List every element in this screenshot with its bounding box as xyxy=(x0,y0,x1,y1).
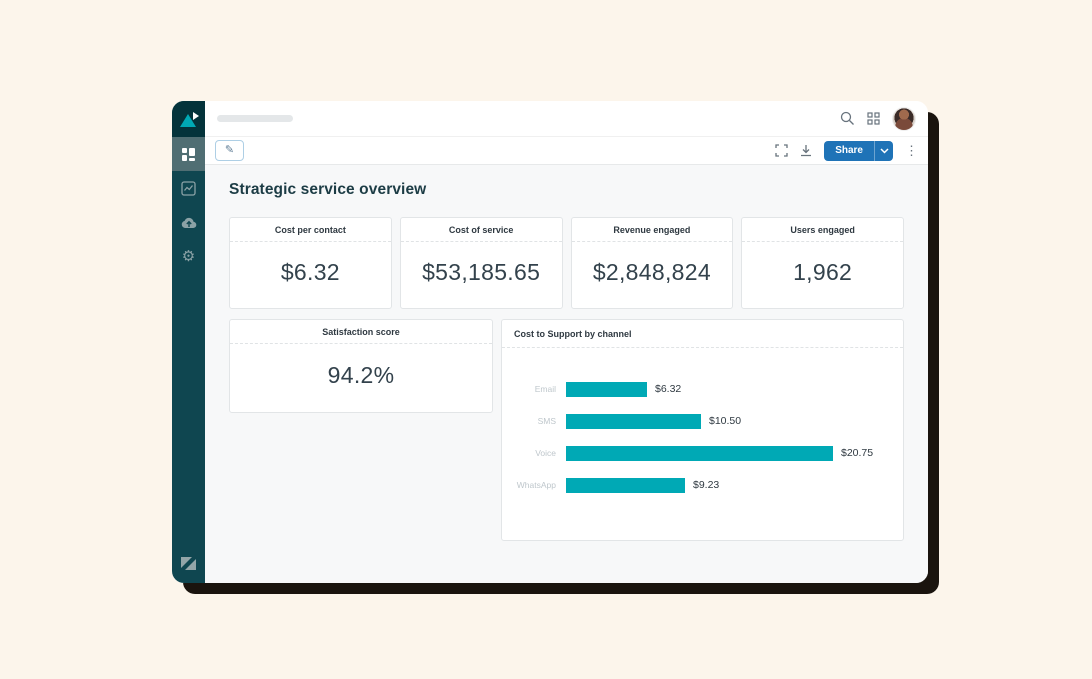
metric-card-satisfaction-score[interactable]: Satisfaction score 94.2% xyxy=(229,319,493,413)
bottom-row: Satisfaction score 94.2% Cost to Support… xyxy=(229,319,904,541)
page-title: Strategic service overview xyxy=(229,181,427,198)
cloud-upload-icon xyxy=(181,217,196,228)
user-avatar[interactable] xyxy=(892,106,916,131)
share-button[interactable]: Share xyxy=(824,140,874,161)
bar[interactable] xyxy=(566,413,701,429)
bar-row-sms: SMS $10.50 xyxy=(502,405,893,437)
download-icon xyxy=(801,145,812,157)
download-button[interactable] xyxy=(800,144,812,157)
bar[interactable] xyxy=(566,381,647,397)
bar-category-label: Email xyxy=(534,384,556,394)
bar-chart: Email $6.32 SMS $10.50 Voice $20.75 WhatsApp $9… xyxy=(502,348,903,540)
explore-logo[interactable] xyxy=(172,101,205,137)
fullscreen-icon xyxy=(775,144,788,157)
kebab-menu-icon[interactable]: ⋮ xyxy=(905,143,918,158)
sidebar: ⚙ xyxy=(172,101,205,583)
bar[interactable] xyxy=(566,477,685,493)
app-window: ⚙ xyxy=(172,101,928,583)
share-dropdown-button[interactable] xyxy=(874,140,893,161)
address-skeleton[interactable] xyxy=(217,115,293,122)
main-area: ✎ Share xyxy=(205,101,928,583)
metric-value: 1,962 xyxy=(793,258,853,285)
metric-label: Satisfaction score xyxy=(230,320,492,344)
metric-value: $2,848,824 xyxy=(592,258,711,285)
metric-value: $53,185.65 xyxy=(422,258,541,285)
bar-row-email: Email $6.32 xyxy=(502,373,893,405)
bar[interactable] xyxy=(566,445,833,461)
sidebar-item-datasets[interactable] xyxy=(172,205,205,239)
search-icon xyxy=(840,111,854,125)
sidebar-item-dashboards[interactable] xyxy=(172,137,205,171)
metric-label: Cost per contact xyxy=(230,218,391,242)
topbar xyxy=(205,101,928,137)
search-button[interactable] xyxy=(840,111,855,126)
bar-category-label: Voice xyxy=(535,448,556,458)
metric-card-cost-per-contact[interactable]: Cost per contact $6.32 xyxy=(229,217,392,309)
sidebar-item-reports[interactable] xyxy=(172,171,205,205)
dashboard-content: Strategic service overview Cost per cont… xyxy=(205,165,928,583)
pencil-icon: ✎ xyxy=(224,144,235,156)
edit-dashboard-button[interactable]: ✎ xyxy=(215,140,244,161)
bar-value-label: $10.50 xyxy=(709,415,742,427)
metric-label: Revenue engaged xyxy=(571,218,733,242)
bar-value-label: $9.23 xyxy=(693,479,720,491)
metrics-row: Cost per contact $6.32 Cost of service $… xyxy=(229,217,904,309)
chart-title: Cost to Support by channel xyxy=(502,320,903,348)
bar-value-label: $6.32 xyxy=(655,383,682,395)
dashboard-icon xyxy=(182,147,195,161)
bar-category-label: WhatsApp xyxy=(516,480,556,490)
bar-category-label: SMS xyxy=(537,416,556,426)
share-split-button: Share xyxy=(824,140,893,161)
bar-row-whatsapp: WhatsApp $9.23 xyxy=(502,469,893,501)
fullscreen-button[interactable] xyxy=(775,144,788,157)
explore-logo-icon xyxy=(179,111,199,127)
metric-value: $6.32 xyxy=(280,258,340,285)
line-chart-icon xyxy=(181,180,196,196)
bar-value-label: $20.75 xyxy=(841,447,874,459)
metric-label: Users engaged xyxy=(742,218,903,242)
metric-card-revenue-engaged[interactable]: Revenue engaged $2,848,824 xyxy=(570,217,734,309)
bar-row-voice: Voice $20.75 xyxy=(502,437,893,469)
chevron-down-icon xyxy=(879,147,889,154)
metric-card-users-engaged[interactable]: Users engaged 1,962 xyxy=(741,217,904,309)
sidebar-item-settings[interactable]: ⚙ xyxy=(172,239,205,273)
zendesk-logo-icon xyxy=(181,556,196,570)
zendesk-logo xyxy=(172,543,205,583)
chart-card-cost-to-support[interactable]: Cost to Support by channel Email $6.32 SMS… xyxy=(501,319,904,541)
dashboard-toolbar: ✎ Share xyxy=(205,137,928,165)
app-switcher-button[interactable] xyxy=(867,112,880,125)
metric-label: Cost of service xyxy=(400,218,562,242)
gear-icon: ⚙ xyxy=(181,247,196,265)
metric-value: 94.2% xyxy=(327,361,395,388)
app-grid-icon xyxy=(867,112,880,125)
metric-card-cost-of-service[interactable]: Cost of service $53,185.65 xyxy=(399,217,563,309)
